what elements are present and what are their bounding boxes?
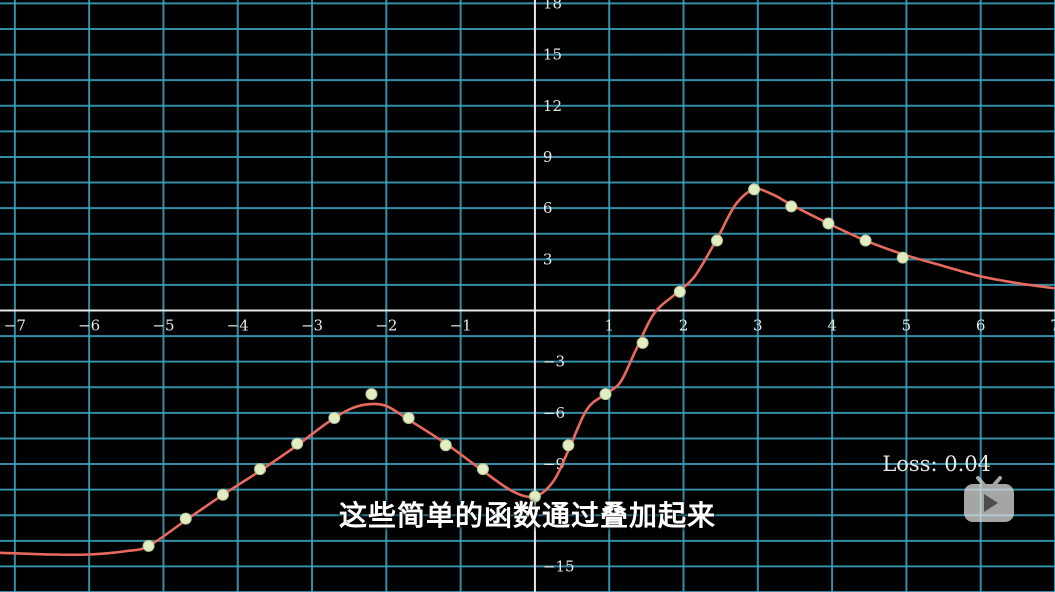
y-tick-label: −3 <box>543 353 565 371</box>
data-point <box>476 463 489 476</box>
data-point <box>599 388 612 401</box>
video-subtitle: 这些简单的函数通过叠加起来 <box>338 499 716 532</box>
y-tick-label: 3 <box>543 250 553 268</box>
data-point <box>402 411 415 424</box>
x-tick-label: 2 <box>679 317 689 335</box>
data-point <box>254 463 267 476</box>
data-point <box>673 285 686 298</box>
x-tick-label: 6 <box>976 317 986 335</box>
y-tick-label: −6 <box>543 404 565 422</box>
y-tick-label: 6 <box>543 199 553 217</box>
y-tick-label: −15 <box>543 557 575 575</box>
data-point <box>710 234 723 247</box>
x-tick-label: 1 <box>604 317 614 335</box>
data-point <box>439 439 452 452</box>
y-tick-label: 9 <box>543 148 553 166</box>
data-point <box>528 490 541 503</box>
data-point <box>748 183 761 196</box>
y-tick-label: 12 <box>543 97 562 115</box>
data-point <box>896 251 909 264</box>
x-tick-label: −2 <box>375 317 397 335</box>
x-tick-label: −7 <box>4 317 26 335</box>
data-point <box>179 512 192 525</box>
data-point <box>822 217 835 230</box>
data-point <box>785 200 798 213</box>
x-tick-label: 5 <box>902 317 912 335</box>
x-tick-label: 7 <box>1050 317 1055 335</box>
x-tick-label: −4 <box>227 317 249 335</box>
x-tick-label: 3 <box>753 317 763 335</box>
x-tick-label: −3 <box>301 317 323 335</box>
bilibili-tv-icon <box>964 476 1014 522</box>
data-point <box>365 388 378 401</box>
data-point <box>859 234 872 247</box>
loss-readout: Loss: 0.04 <box>882 452 991 476</box>
y-tick-label: 18 <box>543 0 562 12</box>
x-tick-label: −1 <box>450 317 472 335</box>
x-tick-label: −5 <box>152 317 174 335</box>
data-points-layer <box>142 183 909 552</box>
x-tick-label: 4 <box>827 317 837 335</box>
data-point <box>216 488 229 501</box>
data-point <box>636 336 649 349</box>
data-point <box>328 411 341 424</box>
data-point <box>291 437 304 450</box>
data-point <box>142 539 155 552</box>
tick-labels: −7−6−5−4−3−2−11234567181512963−3−6−9−15 <box>4 0 1055 575</box>
x-tick-label: −6 <box>78 317 100 335</box>
y-tick-label: 15 <box>543 46 562 64</box>
data-point <box>562 439 575 452</box>
